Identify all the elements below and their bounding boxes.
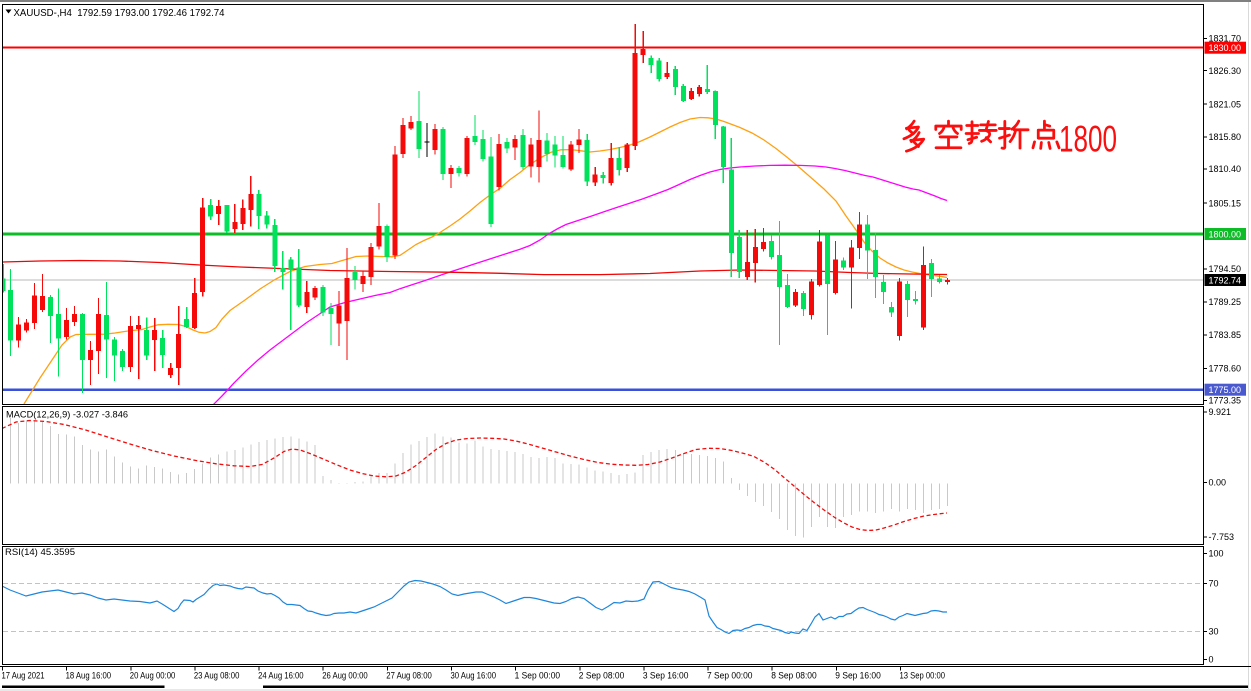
svg-text:1815.80: 1815.80 — [1209, 132, 1242, 142]
svg-text:1800.00: 1800.00 — [1209, 229, 1242, 239]
svg-text:1800: 1800 — [1059, 119, 1117, 160]
svg-text:1792.74: 1792.74 — [1209, 275, 1242, 285]
svg-text:1826.30: 1826.30 — [1209, 66, 1242, 76]
svg-text:17 Aug 2021: 17 Aug 2021 — [2, 671, 45, 681]
svg-text:9 Sep 16:00: 9 Sep 16:00 — [835, 671, 881, 681]
svg-text:XAUUSD-,H4 1792.59 1793.00 17: XAUUSD-,H4 1792.59 1793.00 1792.46 1792.… — [14, 8, 225, 19]
svg-text:1 Sep 00:00: 1 Sep 00:00 — [515, 671, 561, 681]
svg-text:1831.70: 1831.70 — [1209, 34, 1242, 44]
svg-text:30 Aug 16:00: 30 Aug 16:00 — [451, 671, 497, 681]
svg-text:0: 0 — [1209, 655, 1214, 665]
svg-text:1830.00: 1830.00 — [1209, 43, 1242, 53]
svg-text:1821.05: 1821.05 — [1209, 99, 1242, 109]
svg-text:1805.15: 1805.15 — [1209, 198, 1242, 208]
svg-text:RSI(14) 45.3595: RSI(14) 45.3595 — [5, 547, 75, 557]
svg-text:30: 30 — [1209, 627, 1219, 637]
svg-text:8 Sep 08:00: 8 Sep 08:00 — [771, 671, 817, 681]
svg-text:18 Aug 16:00: 18 Aug 16:00 — [66, 671, 112, 681]
svg-text:1773.35: 1773.35 — [1209, 396, 1242, 406]
svg-text:70: 70 — [1209, 579, 1219, 589]
svg-text:7 Sep 00:00: 7 Sep 00:00 — [707, 671, 753, 681]
svg-text:13 Sep 00:00: 13 Sep 00:00 — [900, 671, 946, 681]
svg-text:100: 100 — [1209, 549, 1224, 559]
svg-text:1778.60: 1778.60 — [1209, 364, 1242, 374]
svg-text:9.921: 9.921 — [1209, 407, 1232, 417]
svg-text:1794.50: 1794.50 — [1209, 264, 1242, 274]
svg-text:26 Aug 00:00: 26 Aug 00:00 — [322, 671, 368, 681]
svg-text:-7.753: -7.753 — [1209, 532, 1235, 542]
svg-text:1783.85: 1783.85 — [1209, 330, 1242, 340]
svg-text:3 Sep 16:00: 3 Sep 16:00 — [643, 671, 689, 681]
svg-text:23 Aug 08:00: 23 Aug 08:00 — [194, 671, 240, 681]
svg-text:MACD(12,26,9) -3.027 -3.846: MACD(12,26,9) -3.027 -3.846 — [6, 410, 128, 420]
svg-text:1789.25: 1789.25 — [1209, 297, 1242, 307]
svg-text:20 Aug 00:00: 20 Aug 00:00 — [130, 671, 176, 681]
svg-text:1810.40: 1810.40 — [1209, 164, 1242, 174]
svg-text:24 Aug 16:00: 24 Aug 16:00 — [258, 671, 304, 681]
svg-text:27 Aug 08:00: 27 Aug 08:00 — [386, 671, 432, 681]
svg-text:2 Sep 08:00: 2 Sep 08:00 — [579, 671, 625, 681]
svg-text:1775.00: 1775.00 — [1209, 385, 1242, 395]
svg-text:0.00: 0.00 — [1209, 478, 1227, 488]
